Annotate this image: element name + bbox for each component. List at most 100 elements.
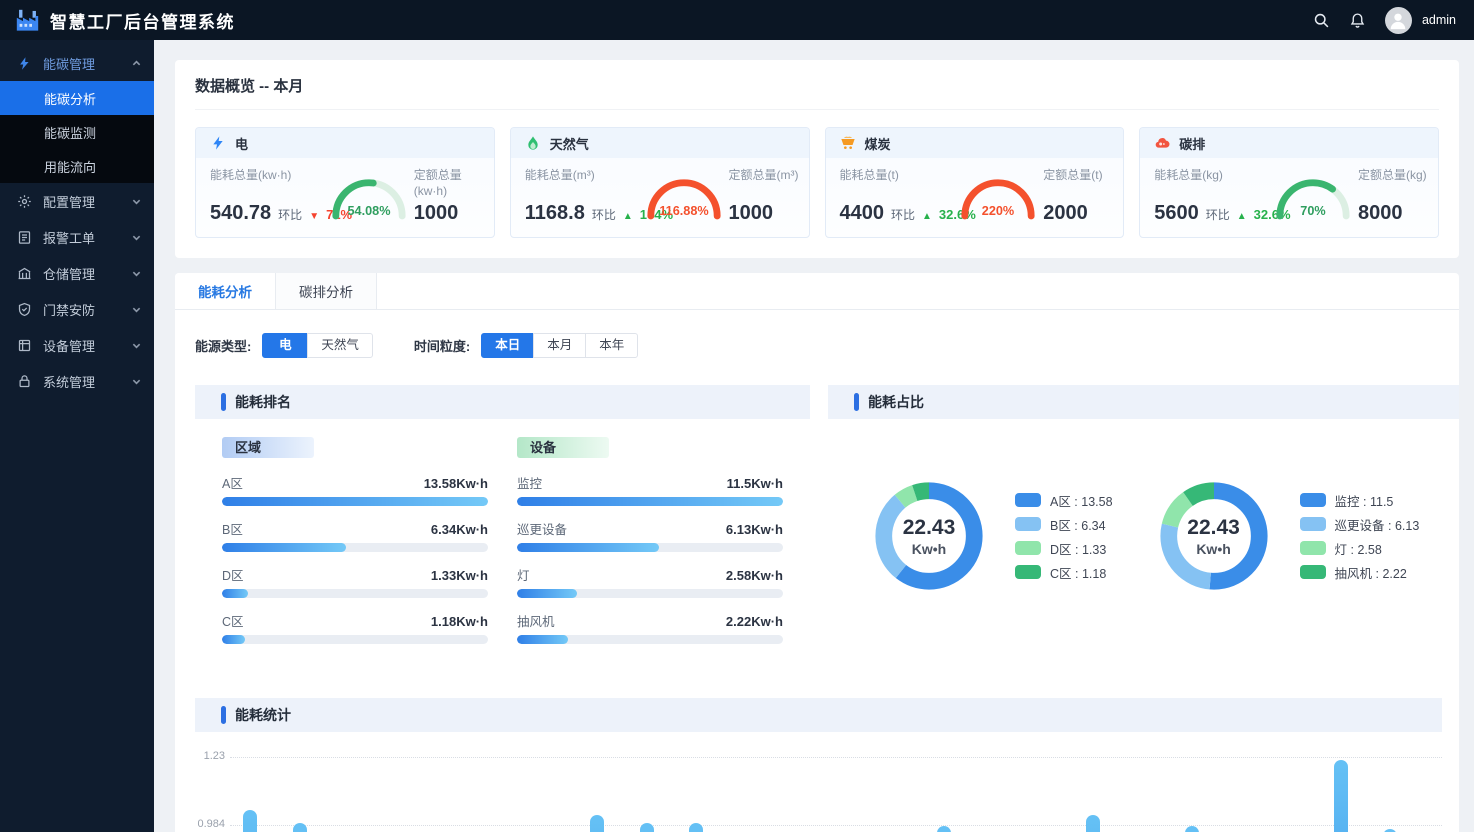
sidebar-item-7[interactable]: 系统管理 bbox=[0, 363, 154, 399]
donut-total-unit: Kw•h bbox=[911, 540, 947, 557]
rank-item-value: 11.5Kw·h bbox=[726, 476, 783, 491]
sidebar-item-3[interactable]: 报警工单 bbox=[0, 219, 154, 255]
chevron-down-icon bbox=[132, 305, 141, 314]
electric-icon bbox=[210, 135, 226, 151]
sidebar-item-4[interactable]: 仓储管理 bbox=[0, 255, 154, 291]
warehouse-icon bbox=[17, 266, 32, 281]
consumed-value-row: 4400 环比 ▲ 32.6% bbox=[839, 202, 976, 225]
ratio-label: 环比 bbox=[591, 208, 616, 222]
chevron-down-icon bbox=[132, 197, 141, 206]
bell-icon[interactable] bbox=[1349, 12, 1366, 29]
rank-bar-fill bbox=[517, 635, 569, 644]
rank-item-name: 灯 bbox=[517, 569, 530, 583]
sidebar-subitem-能碳监测[interactable]: 能碳监测 bbox=[44, 125, 97, 141]
energy-option-电[interactable]: 电 bbox=[262, 333, 309, 358]
carbon-cloud-icon bbox=[1154, 135, 1170, 151]
time-option-本月[interactable]: 本月 bbox=[533, 333, 587, 358]
legend-item: 巡更设备 : 6.13 bbox=[1299, 515, 1419, 534]
chevron-up-icon bbox=[132, 59, 141, 68]
donut-total-value: 22.43 bbox=[902, 515, 956, 539]
rank-row-labels: D区 1.33Kw·h bbox=[222, 565, 488, 584]
rank-bar-track bbox=[517, 589, 783, 598]
ticket-icon bbox=[17, 230, 32, 245]
rank-row: 抽风机 2.22Kw·h bbox=[517, 611, 783, 644]
rank-bar-track bbox=[517, 635, 783, 644]
energy-type-group: 电天然气 bbox=[262, 333, 373, 358]
tab-能耗分析[interactable]: 能耗分析 bbox=[175, 273, 276, 309]
accent-bar bbox=[854, 393, 859, 411]
search-icon[interactable] bbox=[1313, 12, 1330, 29]
ratio-label: 环比 bbox=[891, 208, 916, 222]
factory-logo-icon bbox=[14, 7, 41, 34]
consumed-block: 能耗总量(m³) 1168.8 环比 ▲ 104% bbox=[524, 167, 673, 225]
stat-bar bbox=[1085, 815, 1100, 832]
consumed-value: 540.78 bbox=[210, 202, 272, 224]
donut-chart-1: 22.43 Kw•h bbox=[870, 477, 988, 595]
legend-text: 抽风机 : 2.22 bbox=[1334, 566, 1407, 581]
gear-icon bbox=[17, 194, 32, 209]
rank-item-value: 13.58Kw·h bbox=[423, 476, 488, 491]
chevron-down-icon bbox=[132, 269, 141, 278]
quota-label: 定额总量(m³) bbox=[728, 168, 799, 182]
ranking-section: 能耗排名 区域 A区 13.58Kw·h B区 6.34Kw·h D区 1.33Kw·h C区… bbox=[195, 385, 810, 673]
share-title: 能耗占比 bbox=[868, 394, 924, 410]
rank-bar-fill bbox=[517, 543, 659, 552]
rank-bar-fill bbox=[517, 589, 577, 598]
stat-card-name: 碳排 bbox=[1179, 136, 1206, 152]
stat-card-body: 能耗总量(kg) 5600 环比 ▲ 32.6% 70% 定额总量(kg) 8000 bbox=[1140, 158, 1438, 237]
rank-item-name: D区 bbox=[222, 569, 244, 583]
share-header: 能耗占比 bbox=[828, 385, 1459, 419]
consumed-value: 4400 bbox=[839, 202, 885, 224]
overview-card: 数据概览 -- 本月 电能耗总量(kw·h) 540.78 环比 ▼ 71% 54.08%… bbox=[175, 60, 1459, 258]
stat-bar bbox=[639, 823, 654, 832]
legend-swatch bbox=[1015, 541, 1041, 555]
stat-bar bbox=[1333, 759, 1348, 832]
analysis-panel: 能耗分析 碳排分析 能源类型: 电天然气 时间粒度: 本日 本月 本年 能耗排名 区域 A区 1… bbox=[175, 273, 1459, 832]
rank-row: C区 1.18Kw·h bbox=[222, 611, 488, 644]
quota-label: 定额总量 (kw·h) bbox=[413, 168, 462, 199]
stats-title: 能耗统计 bbox=[235, 707, 291, 723]
stat-bar bbox=[589, 815, 604, 832]
device-icon bbox=[17, 338, 32, 353]
consumed-block: 能耗总量(t) 4400 环比 ▲ 32.6% bbox=[839, 167, 976, 225]
sidebar-subitem-能碳分析[interactable]: 能碳分析 bbox=[0, 81, 154, 115]
rank-bar-track bbox=[222, 589, 488, 598]
legend-item: B区 : 6.34 bbox=[1015, 515, 1113, 534]
legend-item: 灯 : 2.58 bbox=[1299, 539, 1420, 558]
rank-row-labels: 灯 2.58Kw·h bbox=[517, 565, 783, 584]
time-option-本年[interactable]: 本年 bbox=[585, 333, 639, 358]
rank-row: A区 13.58Kw·h bbox=[222, 473, 488, 506]
ratio-label: 环比 bbox=[278, 208, 303, 222]
avatar[interactable] bbox=[1384, 6, 1412, 34]
consumed-label: 能耗总量(m³) bbox=[524, 168, 595, 182]
submenu: 能碳分析能碳监测用能流向 bbox=[0, 81, 154, 183]
share-section: 能耗占比 22.43 Kw•h A区 : 13.58 B区 : 6.34 D区 : 1.… bbox=[828, 385, 1459, 673]
sidebar-subitem-用能流向[interactable]: 用能流向 bbox=[44, 159, 97, 175]
y-axis-tick: 1.23 bbox=[203, 750, 225, 762]
rank-group-设备: 设备 监控 11.5Kw·h 巡更设备 6.13Kw·h 灯 2.58Kw·h 抽风机 2.22… bbox=[517, 437, 783, 657]
trend-up-icon: ▲ bbox=[1236, 211, 1247, 222]
rank-row: 巡更设备 6.13Kw·h bbox=[517, 519, 783, 552]
legend-text: D区 : 1.33 bbox=[1050, 542, 1107, 557]
tab-碳排分析[interactable]: 碳排分析 bbox=[276, 273, 377, 309]
quota-block: 定额总量(t) 2000 bbox=[1043, 167, 1113, 225]
energy-option-天然气[interactable]: 天然气 bbox=[307, 333, 373, 358]
chevron-down-icon bbox=[132, 377, 141, 386]
username[interactable]: admin bbox=[1421, 13, 1456, 27]
sidebar-item-1[interactable]: 能碳管理 bbox=[0, 45, 154, 81]
time-option-本日[interactable]: 本日 bbox=[481, 333, 535, 358]
rank-item-value: 2.58Kw·h bbox=[725, 568, 783, 583]
svg-text:220%: 220% bbox=[982, 204, 1014, 218]
sidebar-item-6[interactable]: 设备管理 bbox=[0, 327, 154, 363]
sidebar: 能碳管理 能碳分析能碳监测用能流向配置管理 报警工单 仓储管理 门禁安防 设备管理 系统管理 bbox=[0, 40, 154, 832]
stat-bar bbox=[292, 823, 307, 832]
rank-group-tag: 设备 bbox=[517, 437, 609, 458]
rank-item-value: 1.18Kw·h bbox=[430, 614, 488, 629]
legend-text: 灯 : 2.58 bbox=[1334, 542, 1382, 557]
stat-card-body: 能耗总量(kw·h) 540.78 环比 ▼ 71% 54.08% 定额总量 (kw·h) 10… bbox=[196, 158, 494, 237]
sidebar-item-2[interactable]: 配置管理 bbox=[0, 183, 154, 219]
stat-card-body: 能耗总量(t) 4400 环比 ▲ 32.6% 220% 定额总量(t) 2000 bbox=[826, 158, 1124, 237]
shield-icon bbox=[17, 302, 32, 317]
rank-group-区域: 区域 A区 13.58Kw·h B区 6.34Kw·h D区 1.33Kw·h C区 1.18K… bbox=[222, 437, 488, 657]
sidebar-item-5[interactable]: 门禁安防 bbox=[0, 291, 154, 327]
